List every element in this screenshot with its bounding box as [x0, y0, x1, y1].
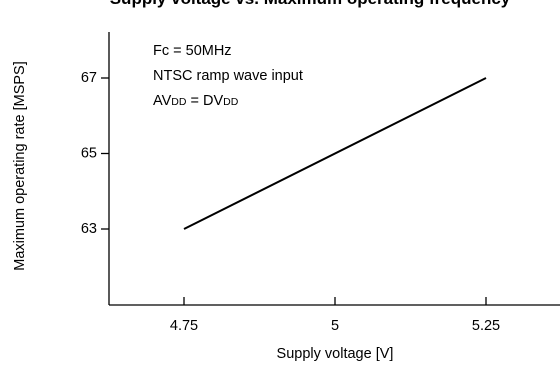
chart-title: Supply voltage vs. Maximum operating fre… [110, 0, 511, 8]
y-tick-label: 67 [81, 70, 97, 86]
x-tick-label: 4.75 [170, 318, 198, 334]
annotation-av: AV [153, 93, 172, 109]
y-ticks: 63 65 67 [81, 70, 109, 237]
x-ticks: 4.75 5 5.25 [170, 297, 500, 334]
annotation-line-1: Fc = 50MHz [153, 43, 232, 59]
annotation-line-3: AVDD = DVDD [153, 93, 239, 109]
y-axis-label: Maximum operating rate [MSPS] [12, 61, 28, 271]
annotation-av-sub: DD [171, 96, 187, 108]
annotation: Fc = 50MHz NTSC ramp wave input AVDD = D… [153, 43, 303, 109]
y-tick-label: 63 [81, 221, 97, 237]
x-tick-label: 5.25 [472, 318, 500, 334]
y-tick-label: 65 [81, 145, 97, 161]
x-axis-label: Supply voltage [V] [277, 346, 394, 362]
x-tick-label: 5 [331, 318, 339, 334]
annotation-line-2: NTSC ramp wave input [153, 68, 303, 84]
annotation-dv-sub: DD [223, 96, 239, 108]
series-line [183, 77, 487, 230]
series-layer [183, 77, 487, 230]
annotation-dv: = DV [186, 93, 223, 109]
